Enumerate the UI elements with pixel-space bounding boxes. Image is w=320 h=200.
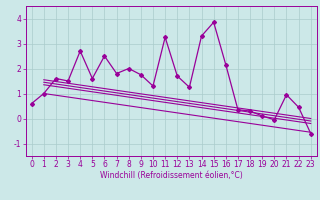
X-axis label: Windchill (Refroidissement éolien,°C): Windchill (Refroidissement éolien,°C) <box>100 171 243 180</box>
